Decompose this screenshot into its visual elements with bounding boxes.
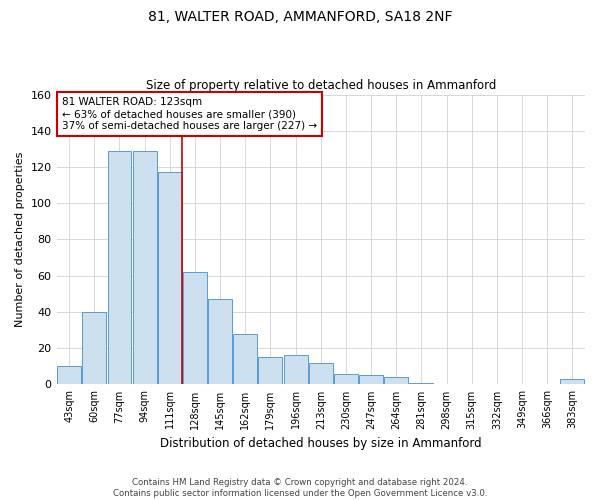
Bar bbox=[183, 272, 207, 384]
Bar bbox=[107, 150, 131, 384]
Title: Size of property relative to detached houses in Ammanford: Size of property relative to detached ho… bbox=[146, 79, 496, 92]
Text: Contains HM Land Registry data © Crown copyright and database right 2024.
Contai: Contains HM Land Registry data © Crown c… bbox=[113, 478, 487, 498]
Text: 81, WALTER ROAD, AMMANFORD, SA18 2NF: 81, WALTER ROAD, AMMANFORD, SA18 2NF bbox=[148, 10, 452, 24]
Bar bbox=[560, 379, 584, 384]
Bar bbox=[259, 358, 283, 384]
Bar bbox=[57, 366, 81, 384]
Bar bbox=[309, 362, 333, 384]
Bar bbox=[208, 300, 232, 384]
Bar bbox=[133, 150, 157, 384]
Bar bbox=[233, 334, 257, 384]
Bar bbox=[359, 376, 383, 384]
Bar bbox=[334, 374, 358, 384]
Text: 81 WALTER ROAD: 123sqm
← 63% of detached houses are smaller (390)
37% of semi-de: 81 WALTER ROAD: 123sqm ← 63% of detached… bbox=[62, 98, 317, 130]
Bar bbox=[158, 172, 182, 384]
X-axis label: Distribution of detached houses by size in Ammanford: Distribution of detached houses by size … bbox=[160, 437, 482, 450]
Bar bbox=[385, 377, 408, 384]
Y-axis label: Number of detached properties: Number of detached properties bbox=[15, 152, 25, 327]
Bar bbox=[284, 356, 308, 384]
Bar bbox=[409, 382, 433, 384]
Bar bbox=[82, 312, 106, 384]
